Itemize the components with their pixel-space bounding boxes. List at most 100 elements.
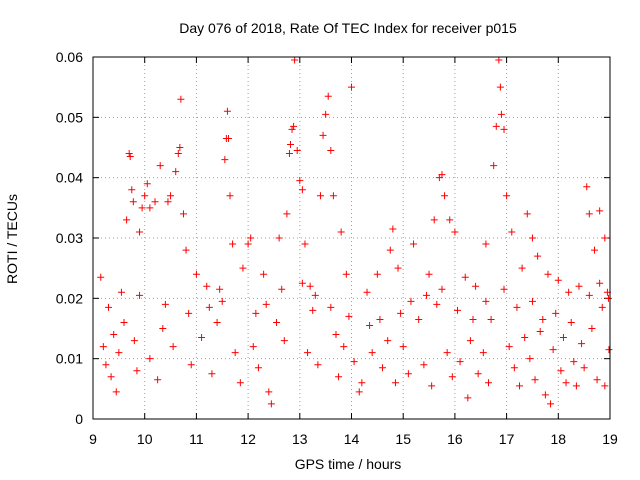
data-point xyxy=(236,379,244,387)
x-tick-label: 12 xyxy=(240,431,256,447)
data-point xyxy=(316,192,324,200)
data-point xyxy=(223,107,231,115)
data-point xyxy=(399,343,407,351)
data-point xyxy=(107,373,115,381)
data-point xyxy=(469,315,477,323)
y-tick-label: 0.06 xyxy=(56,49,83,65)
data-point xyxy=(588,325,596,332)
data-point xyxy=(229,240,237,248)
data-point xyxy=(404,370,412,378)
data-point xyxy=(503,192,511,200)
data-point xyxy=(327,147,335,155)
data-point xyxy=(448,373,456,381)
data-point xyxy=(203,282,211,290)
data-point xyxy=(433,300,441,308)
y-tick-label: 0.05 xyxy=(56,109,83,125)
y-tick-label: 0.04 xyxy=(56,170,83,186)
data-point xyxy=(298,279,306,287)
data-point xyxy=(528,297,536,305)
data-point xyxy=(342,270,350,278)
data-point xyxy=(492,122,500,130)
data-point xyxy=(151,198,159,206)
data-point xyxy=(464,394,472,402)
data-point xyxy=(213,318,221,326)
data-point xyxy=(99,343,107,351)
data-point xyxy=(335,373,343,381)
data-point xyxy=(605,346,613,354)
y-tick-label: 0.02 xyxy=(56,290,83,306)
data-point xyxy=(549,346,557,354)
data-point xyxy=(567,318,575,326)
data-point xyxy=(288,125,296,133)
data-point xyxy=(133,367,141,375)
data-point xyxy=(345,312,353,320)
data-point xyxy=(379,364,387,372)
data-point xyxy=(518,264,526,272)
data-point xyxy=(547,400,555,408)
data-point xyxy=(216,285,224,293)
data-point xyxy=(557,367,565,375)
data-point xyxy=(559,334,567,342)
data-point xyxy=(179,210,187,218)
data-point xyxy=(115,349,123,357)
data-point xyxy=(285,150,293,158)
data-point xyxy=(161,300,169,308)
data-point xyxy=(167,192,175,200)
data-point xyxy=(332,331,340,339)
data-point xyxy=(350,358,358,366)
data-point xyxy=(301,240,309,248)
data-point xyxy=(554,276,562,284)
data-point xyxy=(247,234,255,242)
data-point xyxy=(438,171,446,179)
data-point xyxy=(304,349,312,357)
data-point xyxy=(112,388,120,396)
data-point xyxy=(340,343,348,351)
data-point xyxy=(585,291,593,299)
data-point xyxy=(391,379,399,387)
data-point xyxy=(198,334,206,342)
data-points xyxy=(97,56,613,408)
data-point xyxy=(192,270,200,278)
data-point xyxy=(487,315,495,323)
data-point xyxy=(218,297,226,305)
data-point xyxy=(376,315,384,323)
data-point xyxy=(306,282,314,290)
data-point xyxy=(120,318,128,326)
data-point xyxy=(138,204,146,212)
data-point xyxy=(146,204,154,212)
data-point xyxy=(495,56,503,64)
data-point xyxy=(590,246,598,254)
data-point xyxy=(453,306,461,314)
data-point xyxy=(456,358,464,366)
data-point xyxy=(105,303,113,311)
data-point xyxy=(570,358,578,366)
data-point xyxy=(422,291,430,299)
data-point xyxy=(496,83,504,91)
data-point xyxy=(485,379,493,387)
data-point xyxy=(521,334,529,342)
data-point xyxy=(526,355,534,363)
x-tick-label: 18 xyxy=(551,431,567,447)
data-point xyxy=(126,153,134,161)
data-point xyxy=(541,391,549,399)
data-point xyxy=(143,180,151,188)
data-point xyxy=(273,318,281,326)
data-point xyxy=(539,315,547,323)
data-point xyxy=(358,379,366,387)
x-tick-label: 11 xyxy=(189,431,204,447)
data-point xyxy=(430,216,438,224)
plot-frame xyxy=(92,56,611,420)
data-point xyxy=(407,297,415,305)
x-axis-label: GPS time / hours xyxy=(295,456,402,472)
data-point xyxy=(585,210,593,218)
data-point xyxy=(260,270,268,278)
data-point xyxy=(513,303,521,311)
data-point xyxy=(136,228,144,236)
data-point xyxy=(172,168,180,176)
data-point xyxy=(508,228,516,236)
data-point xyxy=(231,349,239,357)
data-point xyxy=(510,364,518,372)
data-point xyxy=(500,285,508,293)
data-point xyxy=(601,382,609,390)
data-point xyxy=(278,285,286,293)
